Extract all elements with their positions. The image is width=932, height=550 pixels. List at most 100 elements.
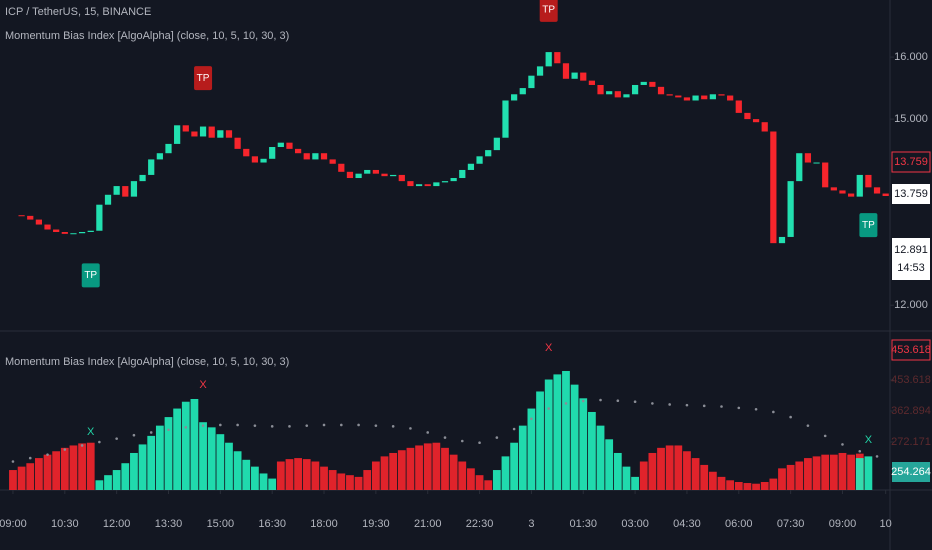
candle <box>701 95 708 100</box>
candle <box>269 147 276 159</box>
momentum-bar <box>95 480 104 490</box>
candle <box>813 162 820 164</box>
candle <box>191 131 198 137</box>
momentum-bar <box>700 464 709 490</box>
threshold-dot <box>478 441 481 445</box>
momentum-bar <box>276 461 285 490</box>
candle <box>562 63 570 79</box>
candle <box>294 148 302 154</box>
tag-box <box>891 339 931 361</box>
momentum-bar <box>121 463 130 490</box>
candle <box>873 187 881 194</box>
price-tag: 13.759 <box>894 156 928 168</box>
candle <box>35 219 42 225</box>
momentum-bar <box>812 456 821 490</box>
momentum-bar <box>207 427 216 490</box>
momentum-bar <box>233 451 242 490</box>
momentum-bar <box>181 401 190 490</box>
x-tick-label: 12:00 <box>103 518 131 530</box>
x-tick-label: 01:30 <box>569 518 597 530</box>
momentum-bar <box>138 444 147 490</box>
candle <box>303 153 310 160</box>
tp-label-box <box>539 0 558 22</box>
candle <box>536 66 544 76</box>
candle <box>243 148 250 157</box>
momentum-bar <box>86 442 95 490</box>
candle <box>199 126 207 137</box>
candle <box>182 125 189 132</box>
momentum-bar <box>648 452 657 490</box>
momentum-bar <box>484 480 493 490</box>
momentum-bar <box>242 459 251 490</box>
threshold-dot <box>737 406 741 410</box>
momentum-bar <box>769 478 778 490</box>
candle <box>18 215 25 217</box>
threshold-dot <box>530 417 533 421</box>
threshold-dot <box>236 423 239 427</box>
momentum-bar <box>432 442 441 490</box>
candle <box>692 95 699 101</box>
momentum-bar <box>320 466 328 490</box>
tp-label-box <box>81 263 100 288</box>
candle <box>476 156 483 164</box>
momentum-bar <box>354 476 363 490</box>
candle <box>744 112 751 120</box>
momentum-bar <box>311 461 320 490</box>
x-tick-label: 03:00 <box>621 518 649 530</box>
momentum-bar <box>475 475 484 490</box>
candle <box>709 94 716 100</box>
momentum-bar <box>760 482 769 490</box>
tp-label: TP <box>84 270 97 281</box>
candle <box>459 169 466 179</box>
candle <box>398 174 405 182</box>
momentum-bar <box>17 466 26 490</box>
x-tick-label: 22:30 <box>466 518 494 530</box>
candle <box>666 94 673 96</box>
signal-marker: X <box>87 426 95 438</box>
momentum-bar <box>683 451 691 490</box>
threshold-dot <box>46 453 49 456</box>
candle <box>848 193 855 197</box>
candle <box>467 163 475 170</box>
candle <box>372 169 379 174</box>
threshold-dot <box>789 415 792 419</box>
momentum-bar <box>294 458 302 490</box>
momentum-bar <box>501 456 510 490</box>
momentum-bar <box>26 463 35 490</box>
candle <box>433 182 440 187</box>
threshold-dot <box>841 443 844 446</box>
momentum-bar <box>389 452 398 490</box>
momentum-bar <box>449 454 458 490</box>
candle <box>675 95 682 98</box>
tag-box <box>892 238 930 280</box>
candle <box>882 193 889 197</box>
momentum-bar <box>155 425 164 490</box>
threshold-dot <box>391 425 395 428</box>
momentum-bar <box>708 471 717 490</box>
x-tick-label: 18:00 <box>310 518 338 530</box>
candle <box>761 122 768 132</box>
candle <box>640 81 647 85</box>
threshold-dot <box>149 431 153 434</box>
candle <box>338 163 345 172</box>
tp-label-box <box>859 213 878 238</box>
candle <box>139 174 146 182</box>
momentum-bar <box>674 445 683 490</box>
momentum-bar <box>43 454 52 490</box>
momentum-bar <box>285 459 294 490</box>
momentum-bar <box>631 476 639 490</box>
momentum-bar <box>60 447 69 490</box>
candle <box>770 131 777 244</box>
tp-label: TP <box>862 220 875 231</box>
threshold-dot <box>702 404 706 408</box>
x-tick-label: 3 <box>528 518 534 530</box>
momentum-bar <box>406 447 415 490</box>
y-tick-label: 12.000 <box>894 299 928 311</box>
momentum-bar <box>864 456 873 490</box>
x-tick-label: 07:30 <box>777 518 805 530</box>
threshold-dot <box>460 439 464 443</box>
threshold-dot <box>633 400 637 404</box>
momentum-bar <box>423 443 432 490</box>
candle <box>415 184 423 187</box>
candle <box>727 95 734 101</box>
